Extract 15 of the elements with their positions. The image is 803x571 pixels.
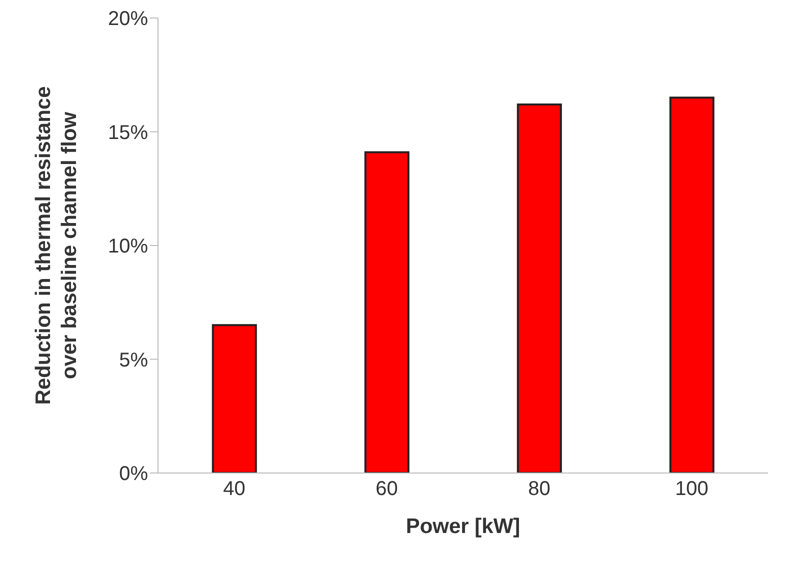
- x-tick-label: 60: [376, 478, 398, 500]
- bar: [212, 324, 257, 473]
- x-axis-title: Power [kW]: [406, 515, 520, 538]
- y-tick-label: 5%: [119, 349, 148, 372]
- y-tick-label: 10%: [108, 236, 148, 258]
- bar: [516, 103, 562, 473]
- y-tick-label: 15%: [108, 122, 148, 144]
- y-tick-label: 0%: [119, 463, 148, 486]
- x-tick-label: 40: [223, 478, 246, 500]
- y-axis-title: Reduction in thermal resistance over baseline channel flow: [32, 86, 81, 405]
- y-tick-label: 20%: [108, 8, 148, 30]
- bar: [364, 151, 410, 473]
- x-tick-label: 80: [528, 478, 550, 500]
- bar: [669, 96, 714, 473]
- x-tick-label: 100: [675, 478, 708, 500]
